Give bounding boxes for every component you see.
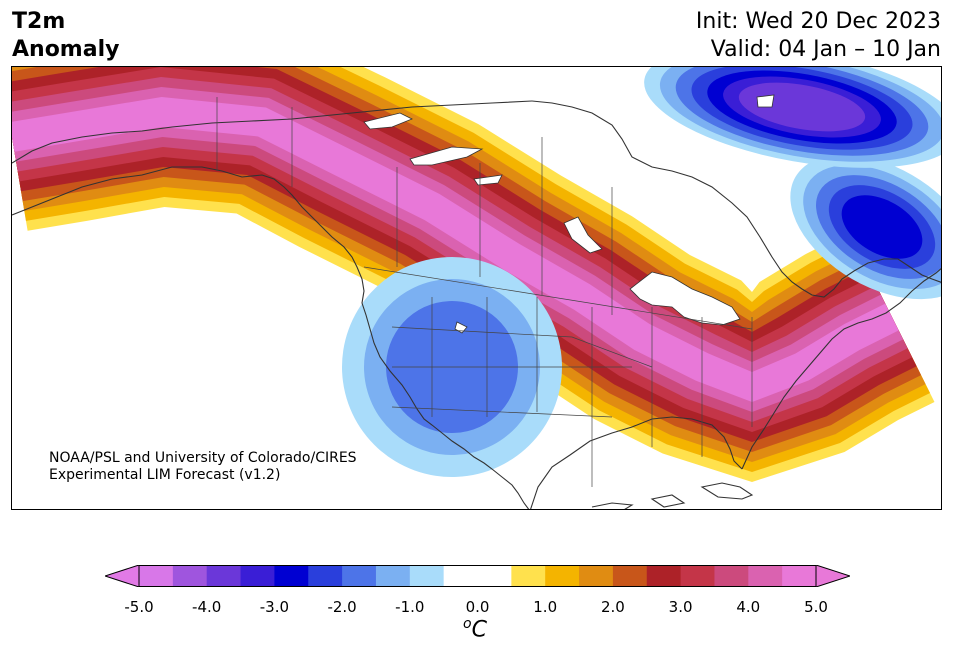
colorbar: [103, 564, 852, 588]
colorbar-tick-label: -4.0: [192, 598, 222, 616]
valid-date: Valid: 04 Jan – 10 Jan: [710, 37, 941, 62]
cold-contour: [738, 82, 866, 132]
colorbar-swatch: [646, 565, 682, 587]
colorbar-swatch: [714, 565, 749, 587]
state-province-borders: [216, 97, 753, 487]
colorbar-swatch: [139, 565, 174, 587]
colorbar-swatch: [612, 565, 648, 587]
colorbar-swatch: [274, 565, 309, 587]
colorbar-swatch: [342, 565, 377, 587]
colorbar-tick-label: 3.0: [668, 598, 693, 616]
colorbar-ticks: -5.0 -4.0 -3.0 -2.0 -1.0 0.0 1.0 2.0 3.0 4.0 5.0: [0, 598, 953, 618]
colorbar-swatch: [477, 565, 512, 587]
colorbar-swatch: [511, 565, 546, 587]
colorbar-border: [138, 565, 817, 587]
colorbar-tick-label: -1.0: [395, 598, 425, 616]
cold-contour: [841, 195, 923, 259]
colorbar-swatch: [308, 565, 343, 587]
lakes: [363, 94, 775, 334]
colorbar-swatch: [443, 565, 478, 587]
unit-degree: o: [463, 616, 472, 632]
colorbar-tick-label: -3.0: [259, 598, 290, 616]
colorbar-tick-label: 4.0: [736, 598, 761, 616]
colorbar-swatch: [545, 565, 580, 587]
warm-contour: [12, 87, 904, 412]
credit-text: NOAA/PSL and University of Colorado/CIRE…: [49, 450, 357, 484]
colorbar-svg: [103, 564, 852, 588]
colorbar-under-arrow: [103, 564, 140, 588]
colorbar-swatch: [409, 565, 445, 587]
forecast-dates: Init: Wed 20 Dec 2023 Valid: 04 Jan – 10…: [696, 8, 941, 64]
colorbar-swatch: [680, 565, 715, 587]
colorbar-tick-label: 5.0: [804, 598, 828, 616]
colorbar-tick-label: 0.0: [465, 598, 490, 616]
map-title: T2m Anomaly: [12, 8, 119, 64]
credit-line-1: NOAA/PSL and University of Colorado/CIRE…: [49, 450, 357, 466]
colorbar-over-arrow: [815, 564, 852, 588]
title-line-2: Anomaly: [12, 37, 120, 62]
cold-anomaly-north-canada: [644, 67, 941, 168]
colorbar-unit: oC: [463, 616, 487, 642]
colorbar-swatch: [172, 565, 208, 587]
colorbar-tick-label: -2.0: [327, 598, 357, 616]
colorbar-swatch: [782, 565, 817, 587]
cold-anomaly-east-canada: [790, 154, 941, 300]
warm-contour: [12, 97, 899, 402]
colorbar-tick-label: 2.0: [600, 598, 625, 616]
unit-letter: C: [471, 617, 487, 643]
colorbar-swatch: [579, 565, 614, 587]
credit-line-2: Experimental LIM Forecast (v1.2): [49, 467, 281, 483]
colorbar-swatch: [748, 565, 783, 587]
init-date: Init: Wed 20 Dec 2023: [695, 9, 941, 34]
colorbar-swatch: [240, 565, 275, 587]
title-line-1: T2m: [12, 9, 66, 34]
colorbar-tick-label: 1.0: [533, 598, 558, 616]
colorbar-swatch: [375, 565, 411, 587]
colorbar-swatch: [206, 565, 242, 587]
map-canvas: [12, 67, 941, 509]
colorbar-tick-label: -5.0: [124, 598, 154, 616]
anomaly-map: [11, 66, 942, 510]
